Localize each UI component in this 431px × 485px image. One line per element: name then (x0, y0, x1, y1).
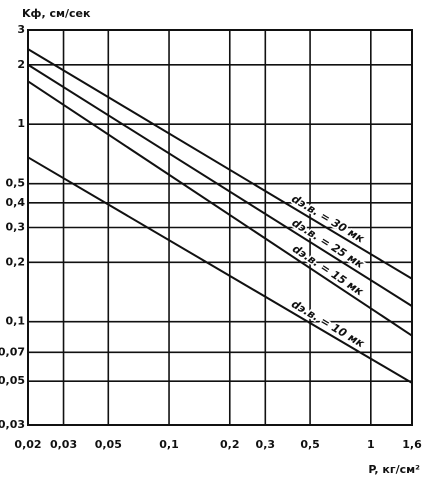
y-tick-label: 1 (17, 117, 25, 130)
x-tick-label: 1 (367, 438, 375, 451)
y-tick-label: 3 (17, 23, 25, 36)
series-line (27, 48, 413, 280)
x-tick-label: 1,6 (402, 438, 422, 451)
x-tick-label: 0,05 (95, 438, 122, 451)
series-line (27, 63, 413, 307)
series-line (27, 80, 413, 337)
y-tick-label: 0,07 (0, 345, 25, 358)
x-tick-label: 0,3 (256, 438, 276, 451)
x-axis-label: P, кг/см² (368, 463, 420, 476)
y-tick-label: 0,1 (6, 315, 26, 328)
y-tick-label: 0,03 (0, 418, 25, 431)
x-tick-label: 0,5 (300, 438, 320, 451)
x-tick-label: 0,02 (14, 438, 41, 451)
plot-frame (27, 29, 413, 426)
y-tick-label: 0,2 (6, 255, 26, 268)
x-tick-label: 0,03 (50, 438, 77, 451)
y-tick-label: 0,5 (6, 177, 26, 190)
y-tick-label: 0,05 (0, 374, 25, 387)
y-tick-label: 0,3 (6, 221, 26, 234)
y-axis-label: Kф, см/сек (22, 7, 91, 20)
series-label: dэ.в. = 10 мк (289, 297, 367, 350)
y-tick-label: 0,4 (6, 196, 26, 209)
y-tick-label: 2 (17, 58, 25, 71)
x-tick-label: 0,2 (220, 438, 240, 451)
x-tick-label: 0,1 (159, 438, 179, 451)
series-line (27, 156, 413, 384)
